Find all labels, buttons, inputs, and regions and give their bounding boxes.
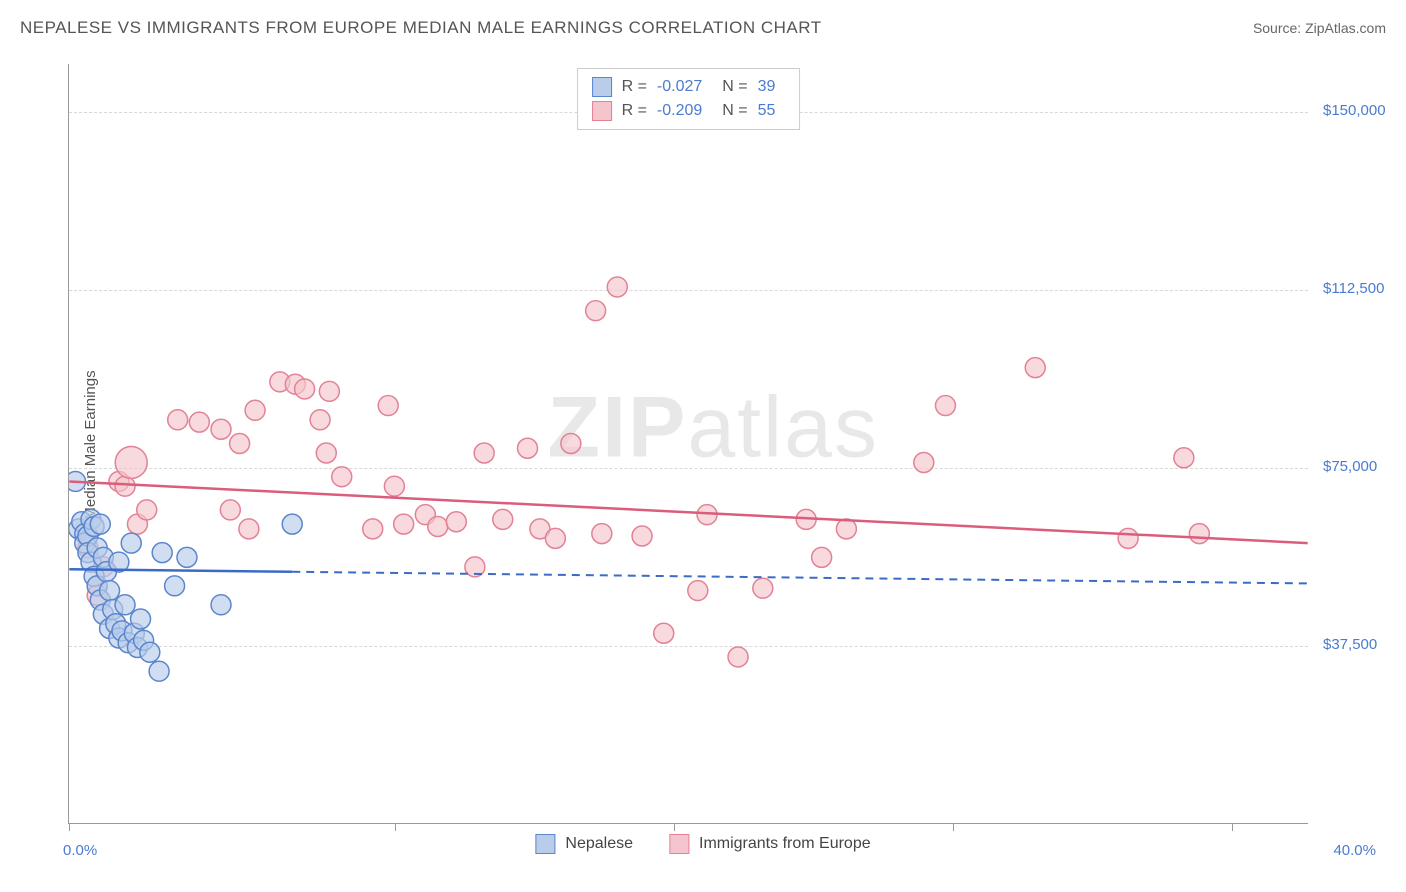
data-point bbox=[607, 277, 627, 297]
data-point bbox=[654, 623, 674, 643]
chart-title: NEPALESE VS IMMIGRANTS FROM EUROPE MEDIA… bbox=[20, 18, 822, 38]
y-tick-label: $75,000 bbox=[1323, 458, 1377, 475]
source-attribution: Source: ZipAtlas.com bbox=[1253, 20, 1386, 36]
data-point bbox=[90, 514, 110, 534]
data-point bbox=[1174, 448, 1194, 468]
x-tick bbox=[1232, 823, 1233, 831]
correlation-row-1: R = -0.027 N = 39 bbox=[592, 75, 786, 99]
source-prefix: Source: bbox=[1253, 20, 1305, 36]
data-point bbox=[836, 519, 856, 539]
data-point bbox=[245, 400, 265, 420]
data-point bbox=[632, 526, 652, 546]
legend-item-2: Immigrants from Europe bbox=[669, 834, 871, 854]
data-point bbox=[131, 609, 151, 629]
legend-label-2: Immigrants from Europe bbox=[699, 835, 871, 853]
swatch-series-1 bbox=[592, 77, 612, 97]
data-point bbox=[115, 446, 147, 478]
data-point bbox=[935, 396, 955, 416]
data-point bbox=[1025, 358, 1045, 378]
legend-swatch-1 bbox=[535, 834, 555, 854]
data-point bbox=[586, 301, 606, 321]
data-point bbox=[688, 581, 708, 601]
data-point bbox=[592, 524, 612, 544]
data-point bbox=[115, 595, 135, 615]
data-point bbox=[282, 514, 302, 534]
legend-item-1: Nepalese bbox=[535, 834, 633, 854]
source-name: ZipAtlas.com bbox=[1305, 20, 1386, 36]
legend-swatch-2 bbox=[669, 834, 689, 854]
x-tick bbox=[674, 823, 675, 831]
data-point bbox=[220, 500, 240, 520]
header: NEPALESE VS IMMIGRANTS FROM EUROPE MEDIA… bbox=[0, 0, 1406, 44]
x-tick bbox=[953, 823, 954, 831]
data-point bbox=[493, 509, 513, 529]
data-point bbox=[1118, 528, 1138, 548]
x-max-label: 40.0% bbox=[1333, 842, 1376, 859]
data-point bbox=[914, 452, 934, 472]
data-point bbox=[211, 595, 231, 615]
plot-area: ZIPatlas R = -0.027 N = 39 R = -0.209 N … bbox=[68, 64, 1308, 824]
y-tick-label: $37,500 bbox=[1323, 636, 1377, 653]
data-point bbox=[115, 476, 135, 496]
data-point bbox=[189, 412, 209, 432]
data-point bbox=[545, 528, 565, 548]
data-point bbox=[140, 642, 160, 662]
r-label: R = bbox=[622, 75, 647, 99]
data-point bbox=[137, 500, 157, 520]
correlation-row-2: R = -0.209 N = 55 bbox=[592, 99, 786, 123]
x-min-label: 0.0% bbox=[63, 842, 97, 859]
data-point bbox=[310, 410, 330, 430]
r-value-1: -0.027 bbox=[657, 75, 702, 99]
x-tick bbox=[395, 823, 396, 831]
data-point bbox=[446, 512, 466, 532]
data-point bbox=[168, 410, 188, 430]
swatch-series-2 bbox=[592, 101, 612, 121]
data-point bbox=[812, 547, 832, 567]
data-point bbox=[728, 647, 748, 667]
data-point bbox=[211, 419, 231, 439]
data-point bbox=[518, 438, 538, 458]
x-tick bbox=[69, 823, 70, 831]
y-tick-label: $112,500 bbox=[1323, 280, 1384, 297]
data-point bbox=[295, 379, 315, 399]
data-point bbox=[363, 519, 383, 539]
data-point bbox=[165, 576, 185, 596]
correlation-legend: R = -0.027 N = 39 R = -0.209 N = 55 bbox=[577, 68, 801, 130]
data-point bbox=[1189, 524, 1209, 544]
data-point bbox=[378, 396, 398, 416]
trend-line-extrapolated bbox=[292, 572, 1307, 584]
data-point bbox=[239, 519, 259, 539]
data-point bbox=[100, 581, 120, 601]
data-point bbox=[474, 443, 494, 463]
n-value-1: 39 bbox=[758, 75, 776, 99]
data-point bbox=[316, 443, 336, 463]
chart-container: Median Male Earnings ZIPatlas R = -0.027… bbox=[20, 50, 1386, 840]
data-point bbox=[753, 578, 773, 598]
n-label: N = bbox=[722, 75, 747, 99]
y-tick-label: $150,000 bbox=[1323, 102, 1386, 119]
r-value-2: -0.209 bbox=[657, 99, 702, 123]
data-point bbox=[319, 381, 339, 401]
n-value-2: 55 bbox=[758, 99, 776, 123]
data-point bbox=[230, 434, 250, 454]
r-label: R = bbox=[622, 99, 647, 123]
data-point bbox=[394, 514, 414, 534]
scatter-svg bbox=[69, 64, 1308, 823]
data-point bbox=[384, 476, 404, 496]
data-point bbox=[152, 543, 172, 563]
data-point bbox=[561, 434, 581, 454]
data-point bbox=[177, 547, 197, 567]
data-point bbox=[149, 661, 169, 681]
data-point bbox=[428, 517, 448, 537]
series-legend: Nepalese Immigrants from Europe bbox=[535, 838, 870, 850]
legend-label-1: Nepalese bbox=[565, 835, 633, 853]
data-point bbox=[332, 467, 352, 487]
data-point bbox=[121, 533, 141, 553]
n-label: N = bbox=[722, 99, 747, 123]
